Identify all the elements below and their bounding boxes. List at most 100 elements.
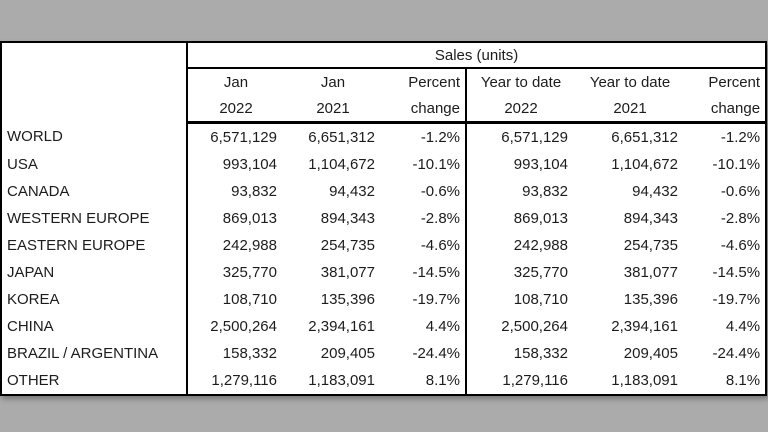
header-row-top: Jan Jan Percent Year to date Year to date Per… — [1, 68, 766, 95]
cell-value: 135,396 — [623, 291, 678, 308]
cell-value: -4.6% — [720, 237, 761, 254]
cell-value: 6,651,312 — [611, 129, 678, 146]
row-label: WESTERN EUROPE — [1, 205, 188, 232]
cell-value: 894,343 — [623, 210, 678, 227]
cell-value: 209,405 — [623, 345, 678, 362]
cell-value: -24.4% — [712, 345, 761, 362]
cell-value: 1,183,091 — [308, 372, 375, 389]
cell-value: 242,988 — [222, 237, 277, 254]
cell-value: -4.6% — [420, 237, 460, 254]
cell-value: 325,770 — [465, 259, 575, 286]
col-header-6-top: Percent — [708, 73, 761, 91]
cell-value: 6,651,312 — [308, 129, 375, 146]
cell-value: 2,394,161 — [611, 318, 678, 335]
cell-value: 993,104 — [465, 151, 575, 178]
row-label: JAPAN — [1, 259, 188, 286]
cell-value: 1,183,091 — [611, 372, 678, 389]
table-body: WORLD 6,571,129 6,651,312 -1.2% 6,571,129 6,6… — [1, 122, 766, 395]
cell-value: 158,332 — [222, 345, 277, 362]
row-label: CANADA — [1, 178, 188, 205]
cell-value: -0.6% — [720, 183, 761, 200]
cell-value: 993,104 — [222, 156, 277, 173]
cell-value: 6,571,129 — [465, 122, 575, 151]
col-header-1-top: Jan — [223, 73, 249, 91]
cell-value: 108,710 — [222, 291, 277, 308]
cell-value: -1.2% — [420, 129, 460, 146]
cell-value: 1,279,116 — [211, 372, 277, 389]
cell-value: 2,394,161 — [308, 318, 375, 335]
cell-value: 94,432 — [632, 183, 678, 200]
cell-value: 254,735 — [320, 237, 375, 254]
cell-value: 94,432 — [329, 183, 375, 200]
cell-value: -2.8% — [720, 210, 761, 227]
cell-value: 1,279,116 — [465, 367, 575, 395]
row-label: KOREA — [1, 286, 188, 313]
cell-value: 6,571,129 — [210, 129, 277, 146]
cell-value: -2.8% — [420, 210, 460, 227]
cell-value: 2,500,264 — [210, 318, 277, 335]
table-row: JAPAN 325,770 381,077 -14.5% 325,770 381,077 -… — [1, 259, 766, 286]
cell-value: 1,104,672 — [308, 156, 375, 173]
row-label: EASTERN EUROPE — [1, 232, 188, 259]
cell-value: 108,710 — [465, 286, 575, 313]
cell-value: 4.4% — [425, 318, 460, 335]
col-header-4-top: Year to date — [465, 68, 575, 95]
cell-value: 869,013 — [465, 205, 575, 232]
sales-table: Sales (units) Jan Jan Percent Year to date Y… — [0, 41, 768, 396]
col-header-3-bottom: change — [382, 95, 466, 124]
table-row: WESTERN EUROPE 869,013 894,343 -2.8% 869,013… — [1, 205, 766, 232]
col-header-4-bottom: 2022 — [465, 95, 575, 124]
cell-value: 242,988 — [465, 232, 575, 259]
table-row: BRAZIL / ARGENTINA 158,332 209,405 -24.4% 15… — [1, 340, 766, 367]
region-column-header — [1, 42, 188, 123]
col-header-6-bottom: change — [685, 95, 767, 124]
table-row: USA 993,104 1,104,672 -10.1% 993,104 1,104,67… — [1, 151, 766, 178]
cell-value: 93,832 — [465, 178, 575, 205]
row-label: BRAZIL / ARGENTINA — [1, 340, 188, 367]
cell-value: -10.1% — [712, 156, 761, 173]
cell-value: 894,343 — [320, 210, 375, 227]
cell-value: 4.4% — [725, 318, 761, 335]
col-header-5-top: Year to date — [589, 73, 671, 91]
cell-value: -0.6% — [420, 183, 460, 200]
table-title-row: Sales (units) — [1, 42, 767, 123]
cell-value: 325,770 — [222, 264, 277, 281]
table-row: WORLD 6,571,129 6,651,312 -1.2% 6,571,129 6,6… — [1, 122, 766, 151]
cell-value: -14.5% — [712, 264, 761, 281]
cell-value: 158,332 — [465, 340, 575, 367]
cell-value: -1.2% — [720, 129, 761, 146]
cell-value: 2,500,264 — [465, 313, 575, 340]
col-header-2-bottom: 2021 — [284, 95, 382, 124]
cell-value: -24.4% — [412, 345, 460, 362]
cell-value: 209,405 — [320, 345, 375, 362]
col-header-3-top: Percent — [408, 73, 460, 91]
cell-value: 869,013 — [222, 210, 277, 227]
cell-value: 1,104,672 — [611, 156, 678, 173]
cell-value: -10.1% — [412, 156, 460, 173]
table-row: OTHER 1,279,116 1,183,091 8.1% 1,279,116 1,18… — [1, 367, 766, 395]
cell-value: 8.1% — [425, 372, 460, 389]
cell-value: -14.5% — [412, 264, 460, 281]
cell-value: 8.1% — [725, 372, 761, 389]
row-label: WORLD — [1, 122, 188, 151]
row-label: OTHER — [1, 367, 188, 395]
cell-value: -19.7% — [412, 291, 460, 308]
table-row: CANADA 93,832 94,432 -0.6% 93,832 94,432 -0.6% — [1, 178, 766, 205]
table-row: CHINA 2,500,264 2,394,161 4.4% 2,500,264 2,39… — [1, 313, 766, 340]
table-title: Sales (units) — [187, 42, 767, 69]
cell-value: 93,832 — [231, 183, 277, 200]
col-header-1-bottom: 2022 — [187, 95, 284, 124]
table-row: KOREA 108,710 135,396 -19.7% 108,710 135,396 -… — [1, 286, 766, 313]
row-label: USA — [1, 151, 188, 178]
cell-value: 135,396 — [320, 291, 375, 308]
row-label: CHINA — [1, 313, 188, 340]
cell-value: 254,735 — [623, 237, 678, 254]
col-header-5-bottom: 2021 — [575, 95, 685, 124]
table-row: EASTERN EUROPE 242,988 254,735 -4.6% 242,988… — [1, 232, 766, 259]
cell-value: 381,077 — [623, 264, 678, 281]
col-header-2-top: Jan — [320, 73, 346, 91]
cell-value: 381,077 — [320, 264, 375, 281]
cell-value: -19.7% — [712, 291, 761, 308]
header-row-bottom: 2022 2021 change 2022 2021 change — [1, 95, 767, 124]
